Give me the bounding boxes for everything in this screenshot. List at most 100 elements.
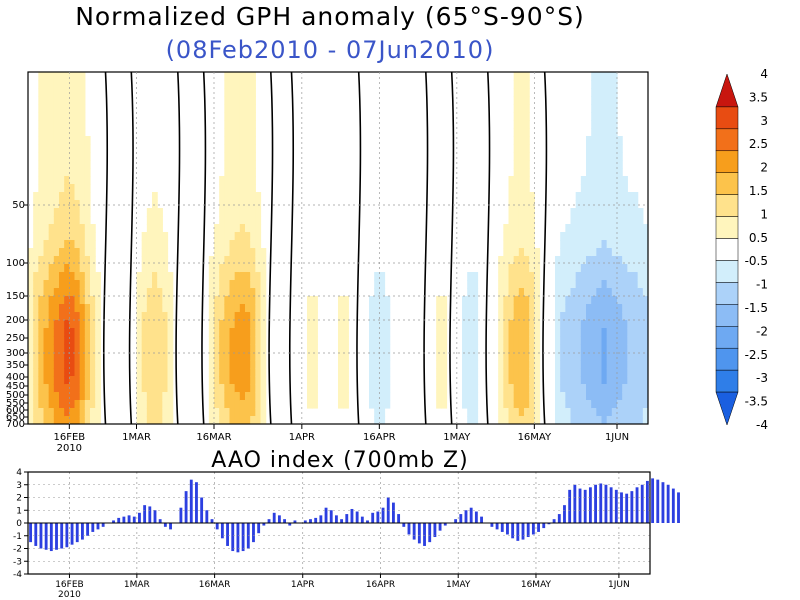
- heatmap-cell: [462, 400, 468, 409]
- heatmap-cell: [162, 272, 169, 281]
- heatmap-cell: [43, 256, 50, 265]
- heatmap-cell: [167, 272, 174, 281]
- heatmap-cell: [245, 128, 251, 137]
- heatmap-cell: [601, 264, 608, 273]
- heatmap-cell: [611, 136, 618, 145]
- heatmap-cell: [74, 312, 81, 321]
- heatmap-cell: [441, 360, 448, 369]
- aao-bar: [148, 506, 152, 523]
- heatmap-cell: [239, 200, 246, 209]
- heatmap-cell: [255, 400, 262, 409]
- colorbar-label: 2: [760, 161, 768, 175]
- heatmap-cell: [245, 248, 251, 257]
- heatmap-cell: [472, 344, 479, 353]
- heatmap-cell: [152, 344, 158, 353]
- heatmap-cell: [580, 368, 587, 377]
- heatmap-cell: [374, 280, 380, 289]
- aao-bar: [614, 489, 618, 523]
- heatmap-cell: [555, 384, 561, 393]
- heatmap-cell: [369, 336, 375, 345]
- heatmap-cell: [586, 224, 592, 233]
- heatmap-cell: [338, 336, 344, 345]
- heatmap-cell: [43, 112, 50, 121]
- heatmap-cell: [622, 184, 628, 193]
- heatmap-cell: [580, 256, 587, 265]
- heatmap-cell: [524, 128, 530, 137]
- heatmap-cell: [369, 296, 375, 305]
- heatmap-cell: [208, 336, 215, 345]
- heatmap-cell: [167, 336, 174, 345]
- heatmap-cell: [467, 344, 473, 353]
- heatmap-cell: [606, 400, 613, 409]
- heatmap-cell: [601, 80, 608, 89]
- heatmap-cell: [617, 208, 623, 217]
- heatmap-cell: [234, 296, 241, 305]
- heatmap-cell: [560, 400, 566, 409]
- heatmap-cell: [69, 104, 76, 113]
- colorbar-label: 1.5: [749, 184, 768, 198]
- heatmap-cell: [224, 368, 231, 377]
- heatmap-cell: [33, 216, 39, 225]
- heatmap-cell: [518, 328, 525, 337]
- heatmap-cell: [152, 216, 158, 225]
- heatmap-cell: [245, 168, 251, 177]
- heatmap-cell: [462, 360, 468, 369]
- heatmap-y-tick-label: 400: [6, 372, 25, 383]
- heatmap-cell: [524, 336, 530, 345]
- heatmap-cell: [642, 416, 648, 424]
- heatmap-cell: [53, 256, 60, 265]
- heatmap-cell: [503, 256, 510, 265]
- heatmap-cell: [90, 352, 96, 361]
- heatmap-cell: [74, 200, 81, 209]
- heatmap-cell: [239, 320, 246, 329]
- heatmap-cell: [224, 208, 231, 217]
- heatmap-cell: [208, 392, 215, 401]
- heatmap-cell: [84, 288, 91, 297]
- heatmap-cell: [627, 280, 634, 289]
- heatmap-cell: [53, 328, 60, 337]
- heatmap-cell: [208, 280, 215, 289]
- heatmap-cell: [518, 264, 525, 273]
- heatmap-cell: [518, 96, 525, 105]
- heatmap-axes: 16FEB 1MAR 16MAR 1APR 16APR 1MAY 16MAY 1JUN2010…: [6, 71, 649, 454]
- heatmap-cell: [239, 216, 246, 225]
- heatmap-cell: [369, 312, 375, 321]
- heatmap-cell: [152, 240, 158, 249]
- heatmap-cell: [534, 256, 541, 265]
- aao-bar: [500, 523, 504, 532]
- heatmap-cell: [565, 416, 572, 424]
- heatmap-cell: [219, 176, 225, 185]
- heatmap-cell: [591, 384, 597, 393]
- heatmap-cell: [513, 120, 520, 129]
- heatmap-cell: [586, 320, 592, 329]
- heatmap-cell: [580, 416, 587, 424]
- heatmap-cell: [28, 392, 34, 401]
- heatmap-cell: [43, 144, 50, 153]
- heatmap-cell: [74, 336, 81, 345]
- heatmap-cell: [580, 248, 587, 257]
- heatmap-cell: [627, 408, 634, 417]
- heatmap-cell: [627, 416, 634, 424]
- heatmap-cell: [167, 280, 174, 289]
- heatmap-cell: [255, 304, 262, 313]
- heatmap-cell: [596, 312, 603, 321]
- heatmap-cell: [141, 376, 148, 385]
- heatmap-cell: [79, 288, 86, 297]
- aao-bar: [625, 493, 629, 523]
- heatmap-cell: [575, 272, 582, 281]
- aao-bar: [490, 523, 494, 527]
- heatmap-cell: [48, 416, 55, 424]
- heatmap-cell: [586, 392, 592, 401]
- heatmap-cell: [503, 376, 510, 385]
- aao-y-tick-label: -2: [13, 545, 22, 555]
- heatmap-cell: [565, 232, 572, 241]
- heatmap-cell: [38, 192, 45, 201]
- heatmap-cell: [508, 408, 515, 417]
- heatmap-cell: [307, 344, 313, 353]
- heatmap-cell: [214, 368, 220, 377]
- heatmap-cell: [642, 304, 648, 313]
- heatmap-cell: [513, 240, 520, 249]
- heatmap-cell: [53, 168, 60, 177]
- heatmap-cell: [560, 328, 566, 337]
- heatmap-cell: [59, 208, 65, 217]
